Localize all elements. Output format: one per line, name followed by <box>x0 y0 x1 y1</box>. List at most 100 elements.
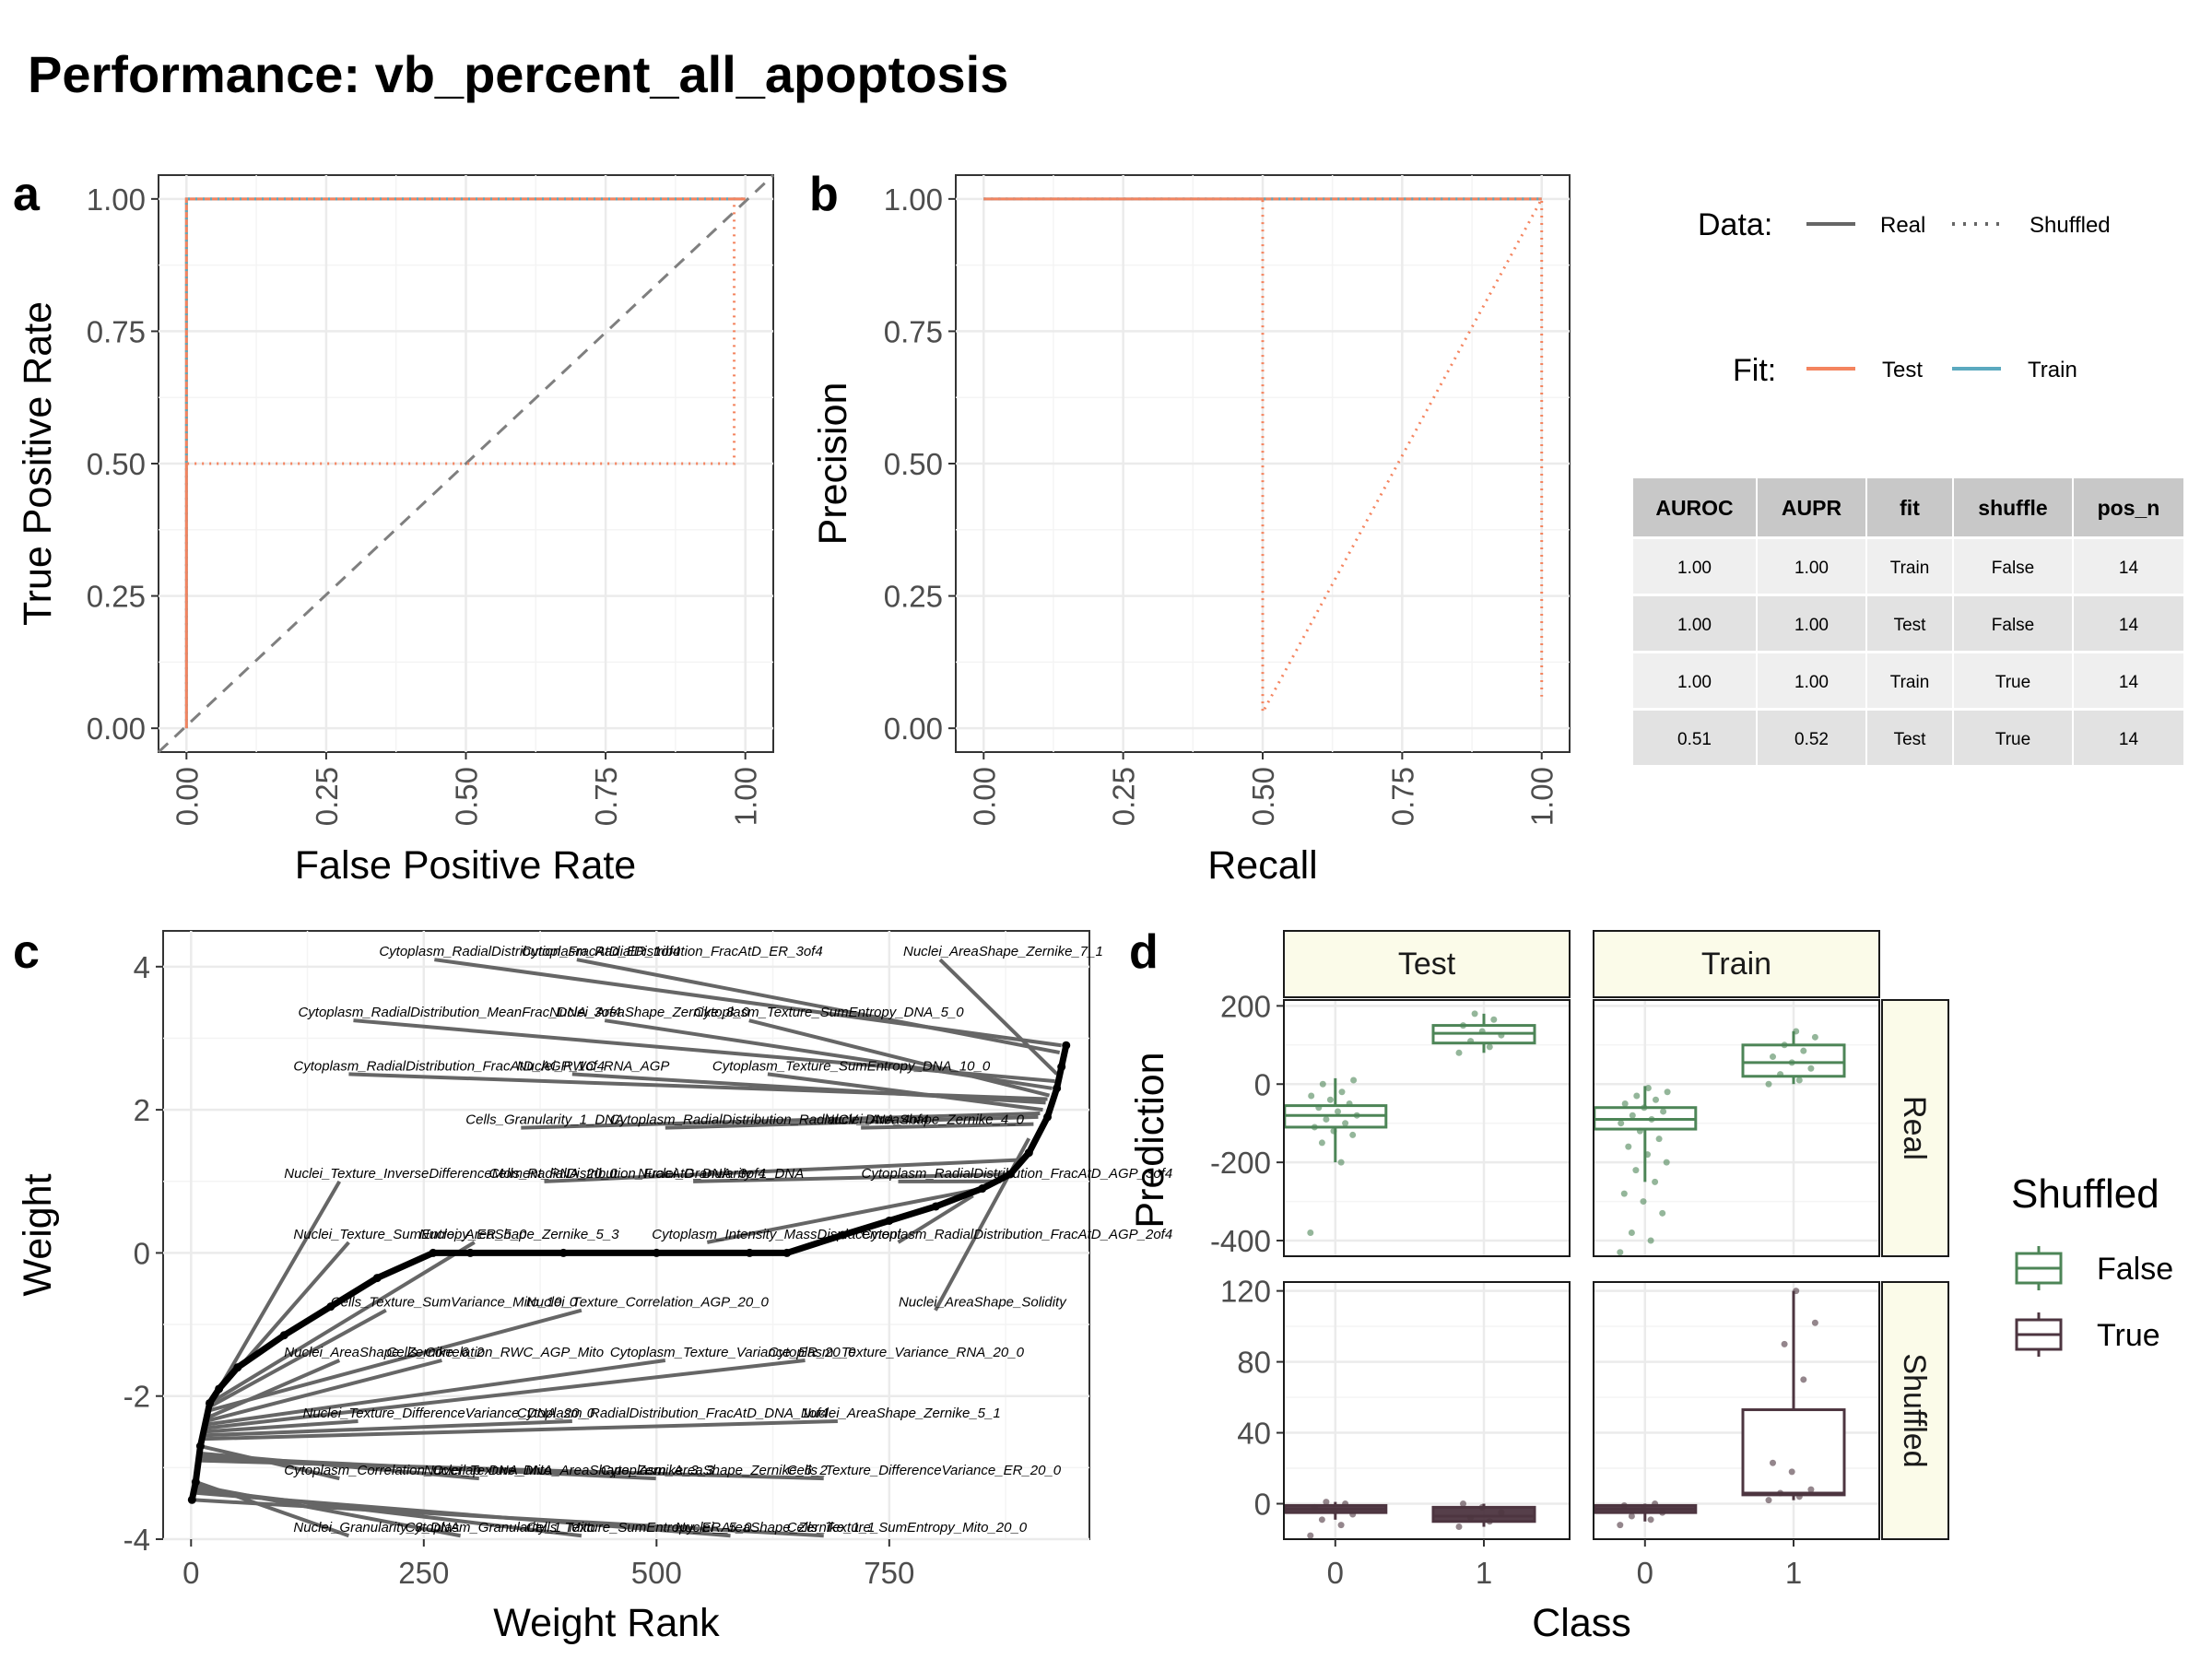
jitter-point <box>1648 1115 1655 1123</box>
label-connector <box>202 1419 838 1441</box>
table-cell <box>1633 539 1756 594</box>
jitter-point <box>1350 1077 1358 1084</box>
table-cell <box>1758 711 1865 765</box>
jitter-point <box>1647 1516 1654 1524</box>
table-cell-value: Train <box>1890 559 1930 578</box>
jitter-point <box>1788 1468 1795 1476</box>
table-cell <box>1758 653 1865 708</box>
jitter-point <box>1460 1022 1466 1030</box>
feature-label: Cells_Texture_DifferenceVariance_ER_20_0 <box>787 1463 1062 1478</box>
jitter-point <box>1318 1516 1325 1524</box>
y-tick-label: 120 <box>1220 1275 1271 1309</box>
weight-point <box>885 1216 894 1225</box>
y-tick-label: 2 <box>134 1093 150 1127</box>
table-cell-value: 1.00 <box>1677 616 1712 635</box>
panel-label-b: b <box>809 168 839 221</box>
label-connector <box>205 1359 666 1427</box>
y-tick-label: 0.25 <box>884 580 943 614</box>
y-tick-label: 0 <box>1254 1488 1271 1522</box>
feature-label: Cytoplasm_Texture_SumEntropy_DNA_10_0 <box>712 1058 991 1074</box>
jitter-point <box>1644 1084 1652 1091</box>
feature-label: Cytoplasm_RadialDistribution_FracAtD_AGP… <box>862 1166 1173 1182</box>
y-tick-label: 0.75 <box>884 314 943 348</box>
table-cell-value: 1.00 <box>1794 616 1829 635</box>
jitter-point <box>1308 1092 1315 1100</box>
facet-strip-test <box>1283 930 1571 998</box>
label-connector <box>202 1419 572 1438</box>
table-header-pos_n: pos_n <box>2098 496 2160 520</box>
x-tick-label: 1.00 <box>729 767 763 826</box>
jitter-point <box>1640 1198 1647 1206</box>
x-tick-label: 0 <box>1637 1556 1653 1590</box>
weight-point <box>191 1477 200 1487</box>
jitter-point <box>1455 1049 1463 1056</box>
table-cell <box>1633 653 1756 708</box>
jitter-point <box>1765 1080 1772 1088</box>
x-tick-label: 0 <box>1327 1556 1344 1590</box>
legend-train-label: Train <box>2028 358 2077 382</box>
y-tick-label: 40 <box>1237 1417 1271 1451</box>
table-cell-value: 1.00 <box>1794 673 1829 692</box>
label-connector <box>203 1419 359 1434</box>
jitter-point <box>1770 1459 1776 1466</box>
feature-label: Nuclei_Granularity_1_DNA <box>638 1166 804 1182</box>
facet-border <box>1593 1281 1880 1540</box>
jitter-point <box>1765 1497 1772 1504</box>
jitter-point <box>1640 1505 1647 1512</box>
box-iqr <box>1741 1408 1846 1497</box>
test-shuffled-curve <box>983 197 1544 713</box>
facet-shuffled-test: 120 80 40 0 0 1 <box>1220 1275 1571 1590</box>
feature-label: Cytoplasm_RadialDistribution_FracAtD_AGP… <box>293 1058 605 1074</box>
legend-true-label: True <box>2097 1318 2160 1353</box>
x-tick-label: 0.00 <box>967 767 1001 826</box>
jitter-point <box>1323 1499 1330 1506</box>
feature-label: Cytoplasm_Intensity_MassDisplacement <box>652 1227 901 1242</box>
legend-real-label: Real <box>1880 213 1925 238</box>
panel-label-c: c <box>13 925 40 979</box>
prediction-x-axis-title: Class <box>1532 1601 1631 1645</box>
table-cell-value: False <box>1992 616 2034 635</box>
feature-label: Cytoplasm_RadialDistribution_FracAtD_ER_… <box>522 944 823 959</box>
jitter-point <box>1641 1104 1648 1112</box>
weight-point <box>1006 1170 1015 1179</box>
table-header-aupr: AUPR <box>1782 496 1842 520</box>
x-tick-label: 0.25 <box>310 767 344 826</box>
roc-pr-legend: Data: Real Shuffled Fit: Test Train <box>1698 207 2111 388</box>
table-cell <box>1954 539 2072 594</box>
facet-border <box>1283 1281 1571 1540</box>
feature-label: Cytoplasm_RadialDistribution_FracAtD_DNA… <box>517 1406 829 1421</box>
y-tick-label: 0 <box>134 1236 150 1270</box>
feature-label: Cytoplasm_Texture_Variance_RNA_20_0 <box>769 1345 1025 1360</box>
facet-strip-label: Train <box>1701 947 1771 982</box>
table-cell <box>1758 539 1865 594</box>
jitter-point <box>1307 1230 1314 1237</box>
table-cell <box>1633 711 1756 765</box>
label-connector <box>897 1194 974 1244</box>
table-cell <box>1867 711 1952 765</box>
weight-plot-area <box>162 930 1090 1540</box>
table-cell-value: 1.00 <box>1677 559 1712 578</box>
feature-label: Nuclei_RWC_RNA_AGP <box>517 1058 670 1074</box>
weight-point <box>745 1248 754 1257</box>
jitter-point <box>1349 1511 1357 1518</box>
feature-label: Nuclei_Texture_SumEntropy_ER_5_0 <box>293 1227 527 1242</box>
jitter-point <box>1629 1112 1636 1119</box>
pr-chart: 0.00 0.00 0.25 0.25 0.50 0.50 0.75 0.75 1.00 1.00… <box>811 174 1571 888</box>
label-connector <box>205 1359 442 1423</box>
jitter-point <box>1337 1159 1345 1166</box>
jitter-point <box>1652 1178 1659 1185</box>
jitter-point <box>1647 1237 1654 1244</box>
legend-test-label: Test <box>1882 358 1923 382</box>
feature-label: Cells_Correlation_RWC_AGP_Mito <box>386 1345 604 1360</box>
metrics-table: AUROC AUPR fit shuffle pos_n 1.00 1.00 Train Fal… <box>1633 478 2183 765</box>
label-connector <box>217 1180 342 1390</box>
jitter-point <box>1781 1340 1788 1347</box>
label-connector <box>208 1308 582 1413</box>
weight-point <box>372 1274 382 1283</box>
table-cell <box>2074 653 2183 708</box>
weight-point <box>1053 1084 1062 1093</box>
table-cell <box>1867 596 1952 651</box>
jitter-point <box>1788 1059 1795 1066</box>
